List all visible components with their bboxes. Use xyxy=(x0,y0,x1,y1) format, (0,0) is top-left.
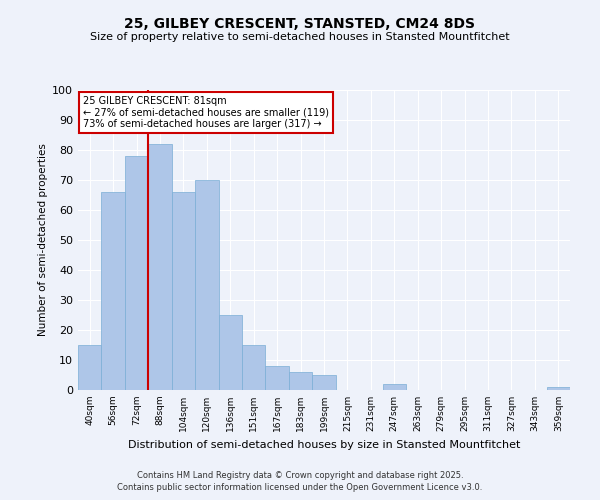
Bar xyxy=(125,156,148,390)
Text: Size of property relative to semi-detached houses in Stansted Mountfitchet: Size of property relative to semi-detach… xyxy=(90,32,510,42)
Bar xyxy=(148,144,172,390)
Bar xyxy=(172,192,195,390)
Bar xyxy=(101,192,125,390)
Bar xyxy=(218,315,242,390)
Text: 25 GILBEY CRESCENT: 81sqm
← 27% of semi-detached houses are smaller (119)
73% of: 25 GILBEY CRESCENT: 81sqm ← 27% of semi-… xyxy=(83,96,329,129)
Y-axis label: Number of semi-detached properties: Number of semi-detached properties xyxy=(38,144,48,336)
X-axis label: Distribution of semi-detached houses by size in Stansted Mountfitchet: Distribution of semi-detached houses by … xyxy=(128,440,520,450)
Bar xyxy=(312,375,336,390)
Bar xyxy=(242,345,265,390)
Bar xyxy=(547,387,570,390)
Bar xyxy=(78,345,101,390)
Bar xyxy=(265,366,289,390)
Bar xyxy=(383,384,406,390)
Bar xyxy=(289,372,312,390)
Text: Contains HM Land Registry data © Crown copyright and database right 2025.
Contai: Contains HM Land Registry data © Crown c… xyxy=(118,471,482,492)
Bar xyxy=(195,180,218,390)
Text: 25, GILBEY CRESCENT, STANSTED, CM24 8DS: 25, GILBEY CRESCENT, STANSTED, CM24 8DS xyxy=(125,18,476,32)
